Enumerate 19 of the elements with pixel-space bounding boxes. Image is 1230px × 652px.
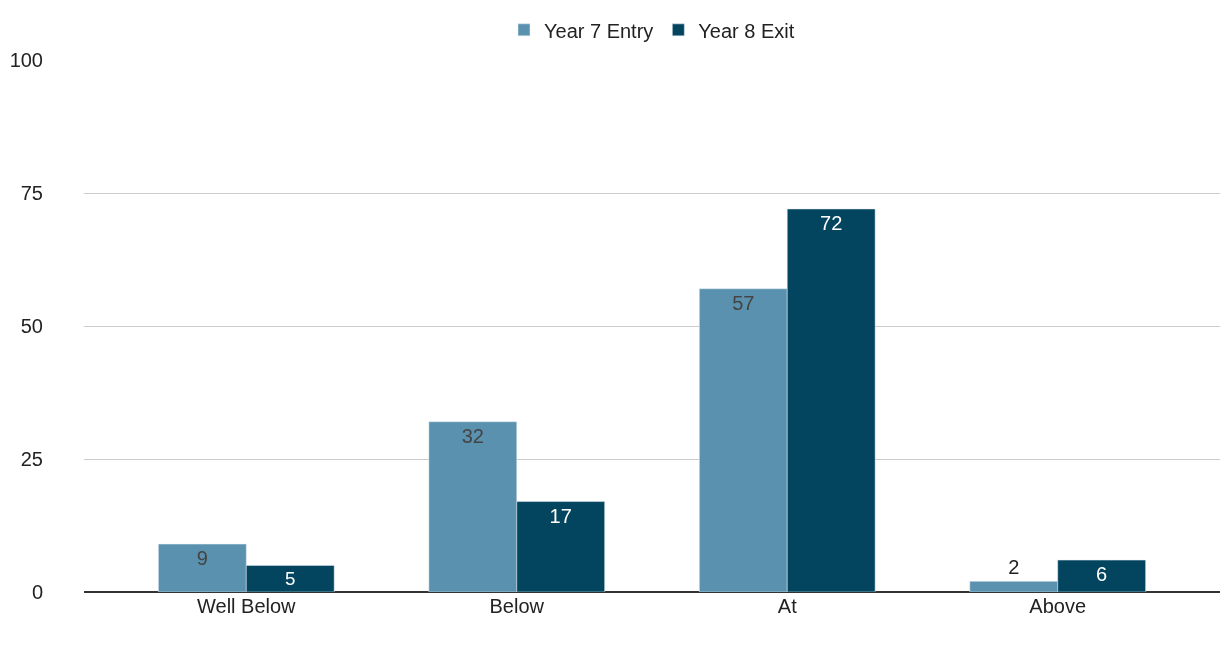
y-tick-label: 50 [20,315,43,337]
y-tick-label: 0 [31,581,43,603]
x-tick-label: Above [1029,595,1087,617]
data-label: 17 [549,504,572,527]
data-label: 72 [820,211,843,234]
legend-label: Year 7 Entry [544,19,654,42]
data-label: 6 [1096,563,1108,586]
x-tick-label: At [777,595,798,617]
data-label: 57 [732,291,755,314]
data-label: 9 [196,547,208,570]
y-tick-label: 75 [20,182,43,204]
x-tick-label: Well Below [197,595,297,617]
y-tick-label: 25 [20,448,43,470]
legend-label: Year 8 Exit [698,19,795,42]
data-label: 2 [1008,556,1020,579]
x-tick-label: Below [489,595,545,617]
data-label: 32 [461,424,484,447]
y-tick-label: 100 [9,49,43,71]
data-label: 5 [285,568,296,590]
